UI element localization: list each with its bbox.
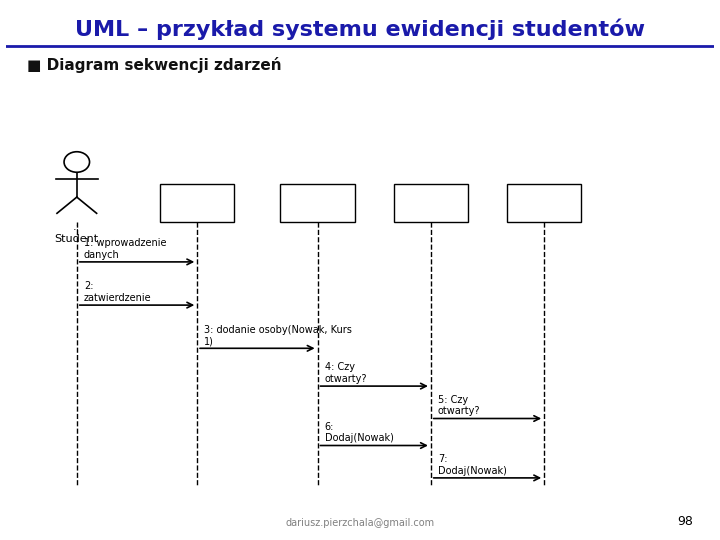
Bar — [280, 184, 355, 222]
Bar — [507, 184, 581, 222]
Text: 3: dodanie osoby(Nowak, Kurs
1): 3: dodanie osoby(Nowak, Kurs 1) — [204, 325, 352, 346]
Text: kierownik
ewidencj
i: kierownik ewidencj i — [292, 186, 343, 220]
Text: UML – przykład systemu ewidencji studentów: UML – przykład systemu ewidencji student… — [75, 19, 645, 40]
Text: 4: Czy
otwarty?: 4: Czy otwarty? — [325, 362, 367, 384]
Text: .:
Student: .: Student — [55, 222, 99, 244]
Text: 5: Czy
otwarty?: 5: Czy otwarty? — [438, 395, 480, 416]
Bar — [160, 184, 234, 222]
Text: 1: wprowadzenie
danych: 1: wprowadzenie danych — [84, 238, 166, 260]
Text: dariusz.pierzchala@gmail.com: dariusz.pierzchala@gmail.com — [285, 518, 435, 528]
Text: 2:
zatwierdzenie: 2: zatwierdzenie — [84, 281, 151, 303]
Bar — [394, 184, 468, 222]
Text: Kurs
1: Kurs 1 — [420, 192, 442, 214]
Text: arkusz
rejestraci: arkusz rejestraci — [173, 192, 222, 214]
Text: Kurs
Grupa
1: Kurs Grupa 1 — [528, 186, 560, 220]
Text: 6:
Dodaj(Nowak): 6: Dodaj(Nowak) — [325, 422, 393, 443]
Text: 98: 98 — [677, 515, 693, 528]
Text: 7:
Dodaj(Nowak): 7: Dodaj(Nowak) — [438, 454, 507, 476]
Text: ■ Diagram sekwencji zdarzeń: ■ Diagram sekwencji zdarzeń — [27, 57, 282, 73]
